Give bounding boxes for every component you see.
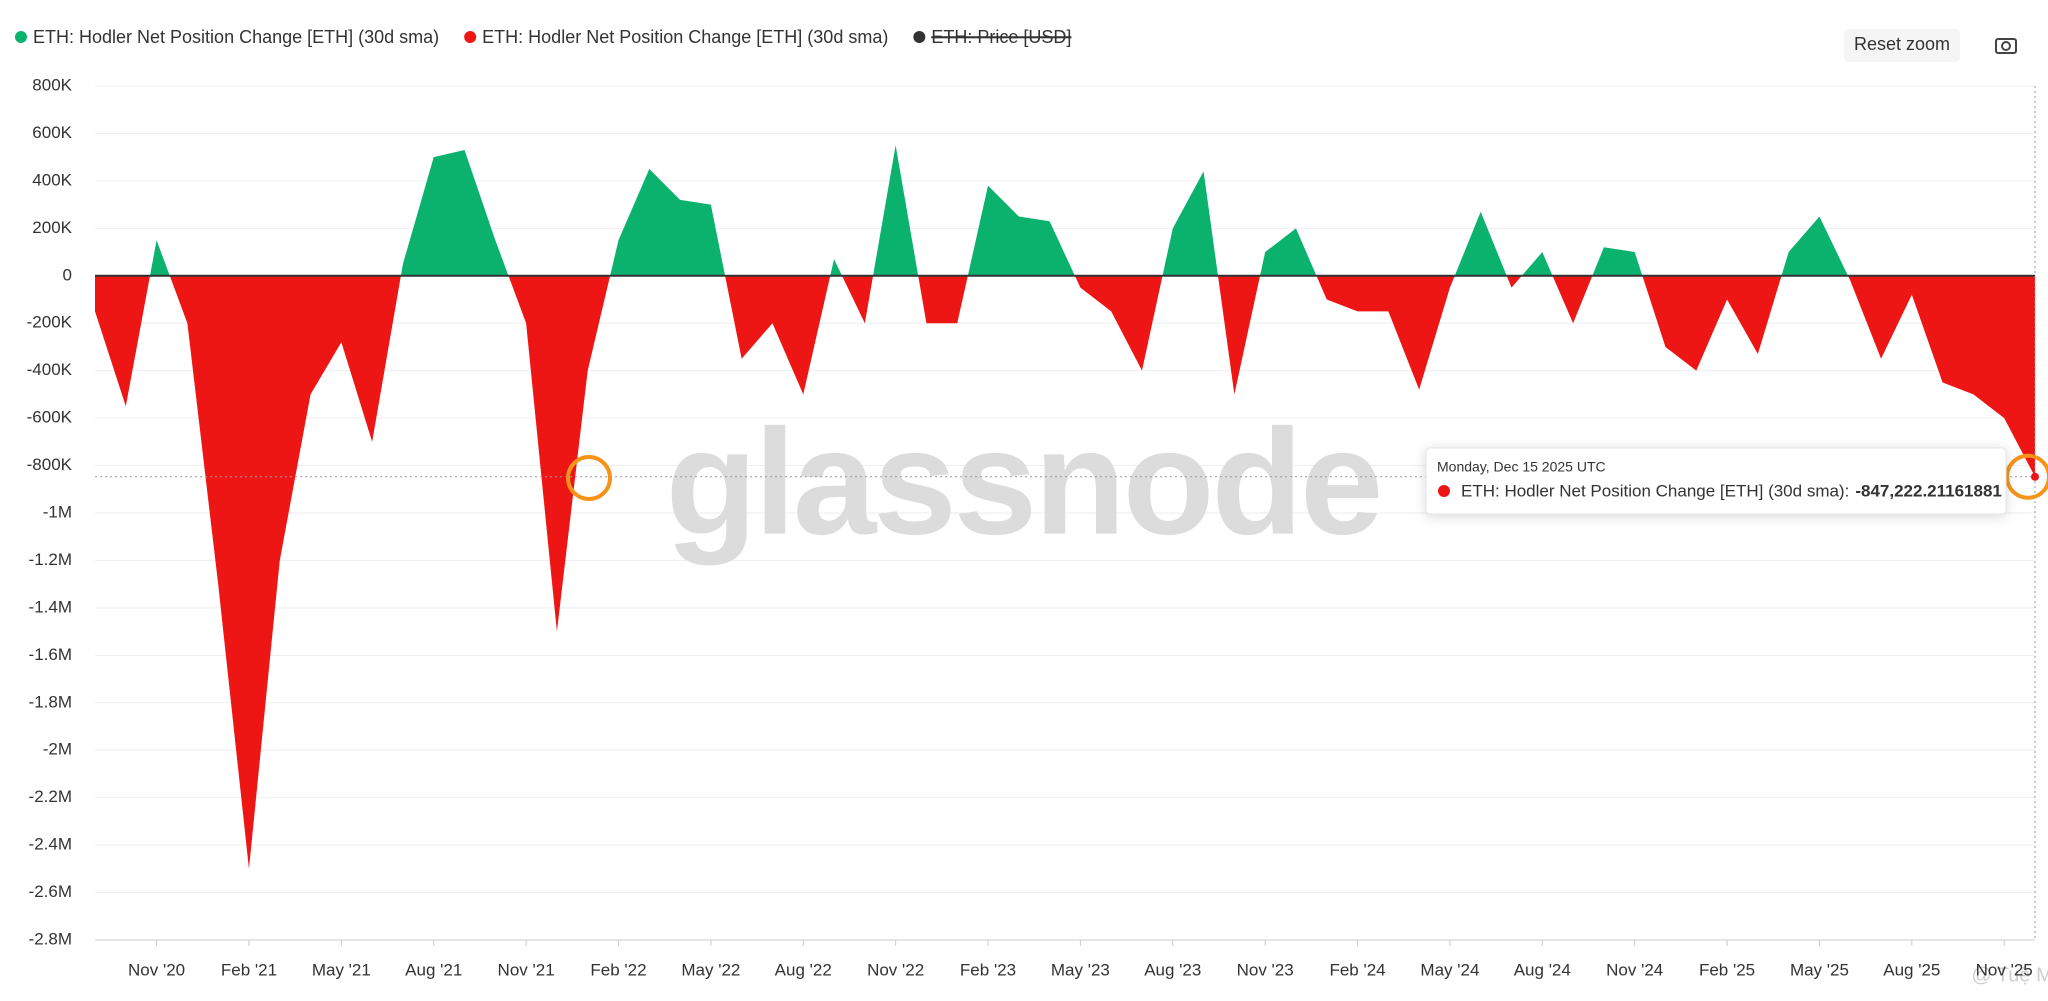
y-tick-label: -2M [43, 740, 72, 759]
reset-zoom-button[interactable]: Reset zoom [1844, 29, 1960, 62]
y-tick-label: -2.6M [29, 882, 72, 901]
legend: ETH: Hodler Net Position Change [ETH] (3… [15, 27, 1072, 47]
x-tick-label: Feb '25 [1699, 960, 1755, 979]
x-tick-label: Nov '23 [1237, 960, 1294, 979]
grid [95, 85, 2035, 946]
credit: @ Tuệ Mẫn [1971, 963, 2048, 986]
y-tick-label: -400K [27, 360, 73, 379]
x-tick-label: Aug '23 [1144, 960, 1201, 979]
highlight-point [2031, 472, 2039, 481]
x-tick-label: Nov '22 [867, 960, 924, 979]
tooltip-dot [1438, 485, 1450, 497]
y-tick-label: -1.2M [29, 550, 72, 569]
legend-dot [15, 31, 27, 43]
x-tick-label: Nov '25 [1976, 960, 2033, 979]
x-tick-label: Aug '21 [405, 960, 462, 979]
tooltip: Monday, Dec 15 2025 UTC ETH: Hodler Net P… [1425, 447, 2007, 515]
legend-dot [913, 31, 926, 43]
y-tick-label: -2.8M [29, 929, 72, 948]
tooltip-value: -847,222.21161881 [1855, 481, 2002, 500]
x-tick-label: May '22 [681, 960, 740, 979]
tooltip-series: ETH: Hodler Net Position Change [ETH] (3… [1461, 481, 1849, 500]
y-tick-label: 600K [32, 123, 72, 142]
x-tick-label: Feb '23 [960, 960, 1016, 979]
x-tick-label: May '25 [1790, 960, 1849, 979]
camera-body[interactable] [1995, 38, 2017, 54]
y-tick-label: -2.2M [29, 787, 72, 806]
x-tick-label: May '23 [1051, 960, 1110, 979]
y-tick-label: -600K [27, 408, 73, 427]
y-tick-label: -1.4M [29, 597, 72, 616]
y-tick-label: 200K [32, 218, 72, 237]
negative-area [95, 275, 2035, 869]
x-tick-label: Feb '21 [221, 960, 277, 979]
annotation-circle [2005, 453, 2048, 500]
x-tick-label: Aug '22 [775, 960, 832, 979]
button-bg[interactable] [1844, 29, 1960, 62]
y-tick-label: -200K [27, 313, 73, 332]
positive-area [149, 145, 1848, 276]
camera-lens[interactable] [2001, 41, 2011, 51]
y-tick-label: -800K [27, 455, 73, 474]
y-tick-label: -1M [43, 502, 72, 521]
watermark: glassnode [666, 398, 1381, 566]
x-tick-label: May '21 [312, 960, 371, 979]
x-tick-label: Nov '21 [498, 960, 555, 979]
camera-icon[interactable] [1995, 38, 2017, 54]
y-tick-label: 800K [32, 75, 72, 94]
button-label[interactable]: Reset zoom [1854, 34, 1950, 54]
tooltip-box [1425, 447, 2007, 515]
y-tick-label: -2.4M [29, 835, 72, 854]
y-tick-label: 400K [32, 170, 72, 189]
x-tick-label: Nov '24 [1606, 960, 1663, 979]
annotation-circle [566, 455, 612, 501]
legend-dot [464, 31, 477, 43]
legend-label: ETH: Hodler Net Position Change [ETH] (3… [33, 27, 439, 47]
tooltip-date: Monday, Dec 15 2025 UTC [1437, 459, 1606, 475]
x-tick-label: Feb '22 [590, 960, 646, 979]
x-tick-label: Aug '24 [1514, 960, 1571, 979]
y-tick-label: -1.6M [29, 645, 72, 664]
legend-label: ETH: Hodler Net Position Change [ETH] (3… [482, 27, 888, 47]
x-tick-label: Nov '20 [128, 960, 185, 979]
y-tick-label: 0 [63, 265, 72, 284]
y-tick-label: -1.8M [29, 692, 72, 711]
x-tick-label: Feb '24 [1329, 960, 1385, 979]
x-tick-label: May '24 [1420, 960, 1479, 979]
x-tick-label: Aug '25 [1883, 960, 1940, 979]
